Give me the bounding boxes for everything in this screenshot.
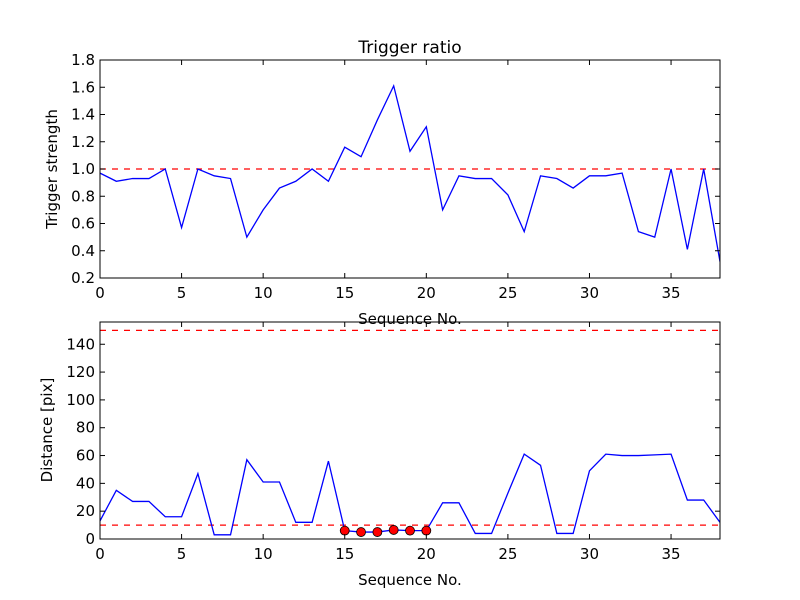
x-axis-label: Sequence No. (358, 571, 462, 589)
x-tick-label: 35 (662, 284, 681, 302)
highlight-point (388, 525, 399, 535)
x-tick-label: 20 (417, 284, 436, 302)
highlight-point (421, 525, 432, 536)
highlight-point (356, 527, 366, 537)
y-tick-label: 80 (76, 419, 95, 437)
y-tick-label: 1.8 (71, 51, 95, 69)
y-tick-label: 40 (76, 474, 95, 492)
y-tick-label: 1.0 (71, 160, 95, 178)
x-tick-label: 15 (335, 545, 354, 563)
y-tick-label: 140 (66, 335, 95, 353)
x-tick-label: 30 (580, 284, 599, 302)
y-tick-label: 1.2 (71, 133, 95, 151)
highlight-point (339, 525, 350, 536)
y-tick-label: 20 (76, 502, 95, 520)
highlight-point (372, 527, 383, 537)
x-tick-label: 25 (498, 284, 517, 302)
y-axis-label: Trigger strength (43, 109, 61, 230)
axes-frame (99, 321, 721, 540)
x-tick-label: 15 (335, 284, 354, 302)
x-tick-label: 20 (417, 545, 436, 563)
x-tick-label: 25 (498, 545, 517, 563)
chart-title: Trigger ratio (357, 38, 461, 58)
bottom-axes: Sequence No. Distance [pix] 0 5 10 15 20 25 30… (38, 321, 721, 589)
y-tick-label: 1.6 (71, 78, 95, 96)
y-tick-label: 1.4 (71, 106, 95, 124)
x-tick-label: 5 (177, 284, 187, 302)
series-line (100, 453, 720, 536)
y-tick-label: 100 (66, 391, 95, 409)
y-tick-label: 0.4 (71, 242, 95, 260)
y-tick-label: 120 (66, 363, 95, 381)
y-axis-label: Distance [pix] (38, 378, 56, 483)
x-tick-label: 10 (254, 545, 273, 563)
y-tick-label: 0.6 (71, 215, 95, 233)
x-tick-label: 35 (662, 545, 681, 563)
y-tick-label: 60 (76, 447, 95, 465)
top-axes: Trigger ratio Sequence No. Trigger stren… (43, 38, 721, 328)
x-tick-label: 0 (95, 545, 105, 563)
x-axis-label: Sequence No. (358, 310, 462, 328)
x-tick-label: 5 (177, 545, 187, 563)
x-tick-label: 30 (580, 545, 599, 563)
y-tick-label: 0.2 (71, 269, 95, 287)
x-tick-label: 10 (254, 284, 273, 302)
series-line (100, 83, 720, 262)
y-tick-label: 0.8 (71, 187, 95, 205)
y-tick-label: 0 (85, 530, 95, 548)
axes-frame (99, 59, 721, 279)
highlight-point (405, 525, 415, 536)
x-tick-label: 0 (95, 284, 105, 302)
